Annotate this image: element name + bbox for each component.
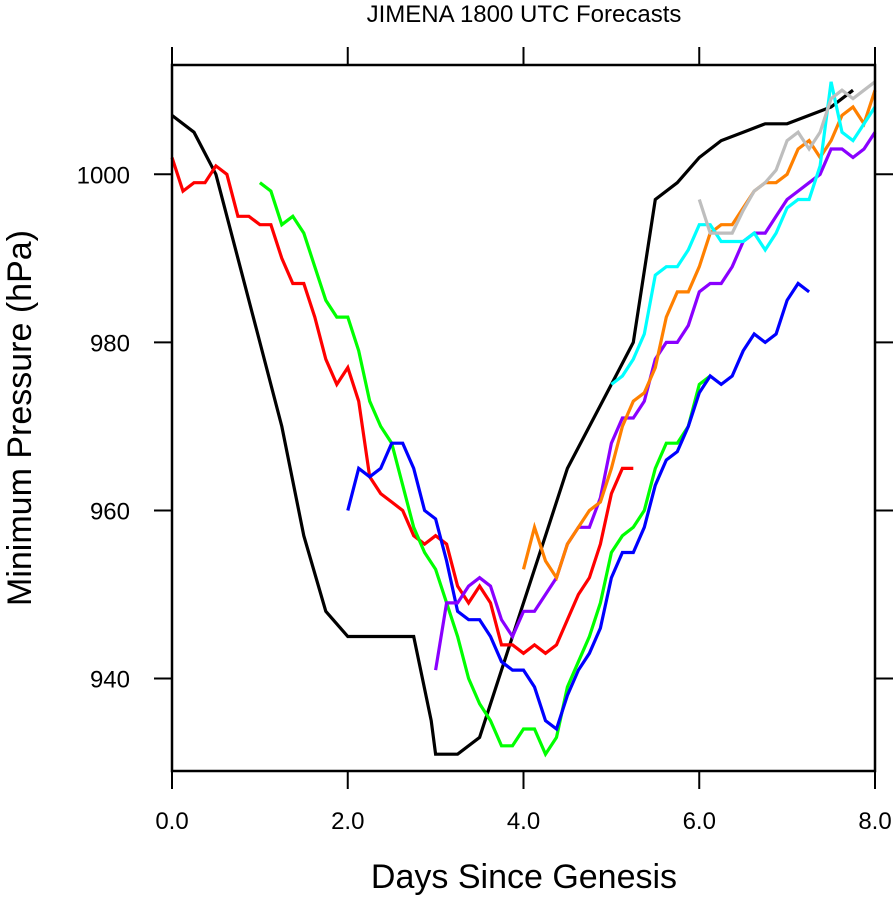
x-axis-label: Days Since Genesis bbox=[371, 858, 677, 896]
y-tick-label: 960 bbox=[90, 498, 130, 525]
series-line-forecast-day4 bbox=[521, 89, 877, 582]
x-tick-label: 0.0 bbox=[155, 808, 188, 835]
series-line-forecast-day1 bbox=[258, 181, 712, 758]
series-layer bbox=[170, 80, 877, 758]
ticks-layer: 0.0 2.0 4.0 6.0 8.0 940 960 980 1000 bbox=[77, 47, 893, 835]
x-tick-label: 8.0 bbox=[858, 808, 891, 835]
series-line-forecast-day6 bbox=[697, 80, 876, 235]
y-tick-label: 940 bbox=[90, 667, 130, 694]
plot-frame bbox=[170, 63, 877, 773]
x-tick-label: 2.0 bbox=[331, 808, 364, 835]
series-line-forecast-day2 bbox=[346, 281, 811, 732]
x-tick-label: 6.0 bbox=[683, 808, 716, 835]
chart-title: JIMENA 1800 UTC Forecasts bbox=[367, 1, 682, 28]
y-tick-label: 1000 bbox=[77, 162, 130, 189]
series-line-forecast-day5 bbox=[610, 81, 877, 386]
y-axis-label: Minimum Pressure (hPa) bbox=[1, 230, 39, 606]
x-tick-label: 4.0 bbox=[507, 808, 540, 835]
series-line-best-track bbox=[171, 88, 854, 756]
series-line-forecast-day0 bbox=[170, 157, 634, 656]
y-tick-label: 980 bbox=[90, 330, 130, 357]
series-line-forecast-day3 bbox=[434, 131, 877, 671]
